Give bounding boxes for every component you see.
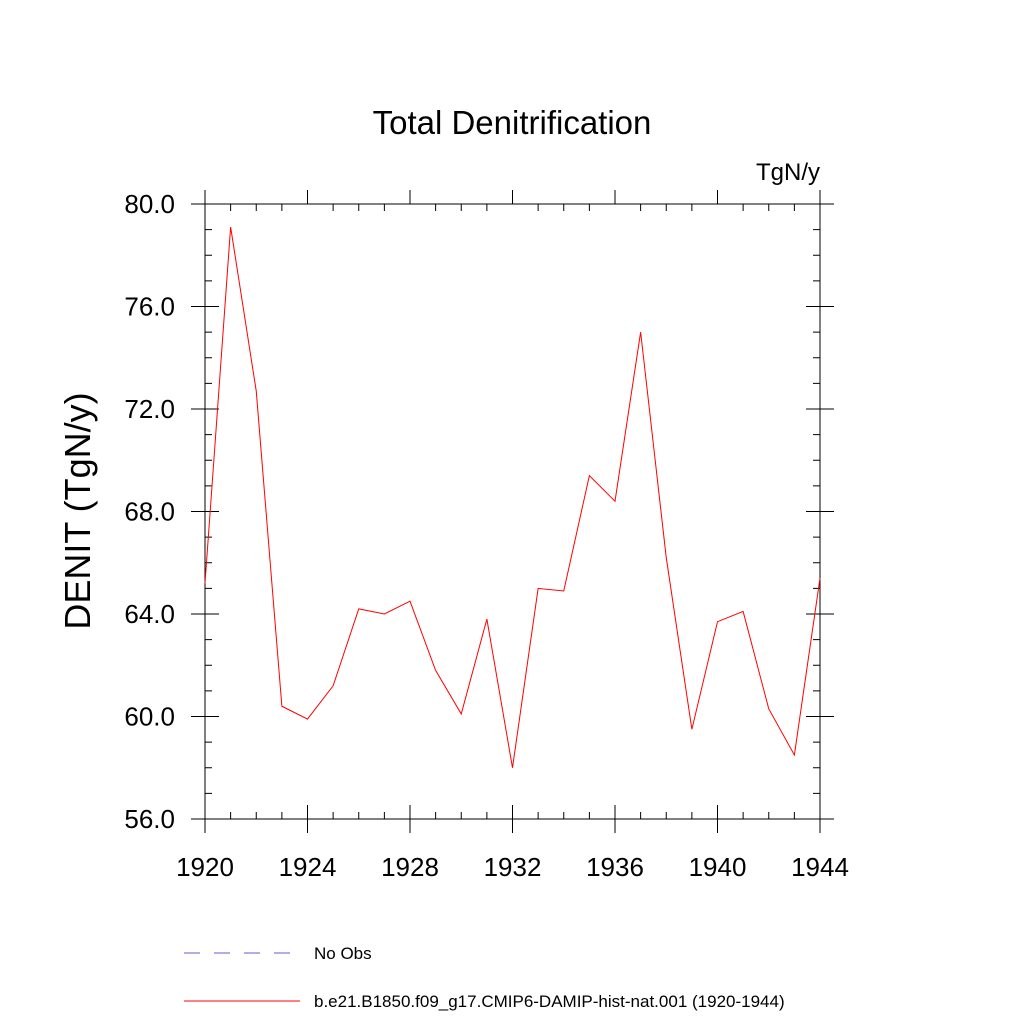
y-axis-ticks: 56.0 60.0 64.0 68.0 72.0 76.0 80.0 xyxy=(124,189,834,834)
units-label: TgN/y xyxy=(756,159,820,186)
legend: No Obs b.e21.B1850.f09_g17.CMIP6-DAMIP-hi… xyxy=(184,944,785,1011)
legend-label: b.e21.B1850.f09_g17.CMIP6-DAMIP-hist-nat… xyxy=(314,992,785,1011)
y-axis-label: DENIT (TgN/y) xyxy=(57,392,98,629)
x-tick-label: 1936 xyxy=(586,852,644,882)
x-tick-label: 1940 xyxy=(689,852,747,882)
chart-title: Total Denitrification xyxy=(373,104,652,141)
x-tick-label: 1924 xyxy=(279,852,337,882)
x-tick-label: 1944 xyxy=(791,852,849,882)
minor-ticks xyxy=(205,204,820,819)
x-tick-label: 1920 xyxy=(176,852,234,882)
x-tick-label: 1928 xyxy=(381,852,439,882)
plot-area xyxy=(204,203,821,820)
y-tick-label: 60.0 xyxy=(124,702,175,732)
x-tick-label: 1932 xyxy=(484,852,542,882)
y-tick-label: 56.0 xyxy=(124,804,175,834)
y-tick-label: 64.0 xyxy=(124,599,175,629)
y-tick-label: 76.0 xyxy=(124,292,175,322)
legend-label: No Obs xyxy=(314,944,372,963)
x-axis-ticks: 1920 1924 1928 1932 1936 1940 1944 xyxy=(176,190,849,882)
series-layer xyxy=(204,226,821,768)
y-tick-label: 72.0 xyxy=(124,394,175,424)
y-tick-label: 68.0 xyxy=(124,497,175,527)
y-tick-label: 80.0 xyxy=(124,189,175,219)
plot-frame xyxy=(204,203,821,820)
series-line xyxy=(204,226,821,768)
